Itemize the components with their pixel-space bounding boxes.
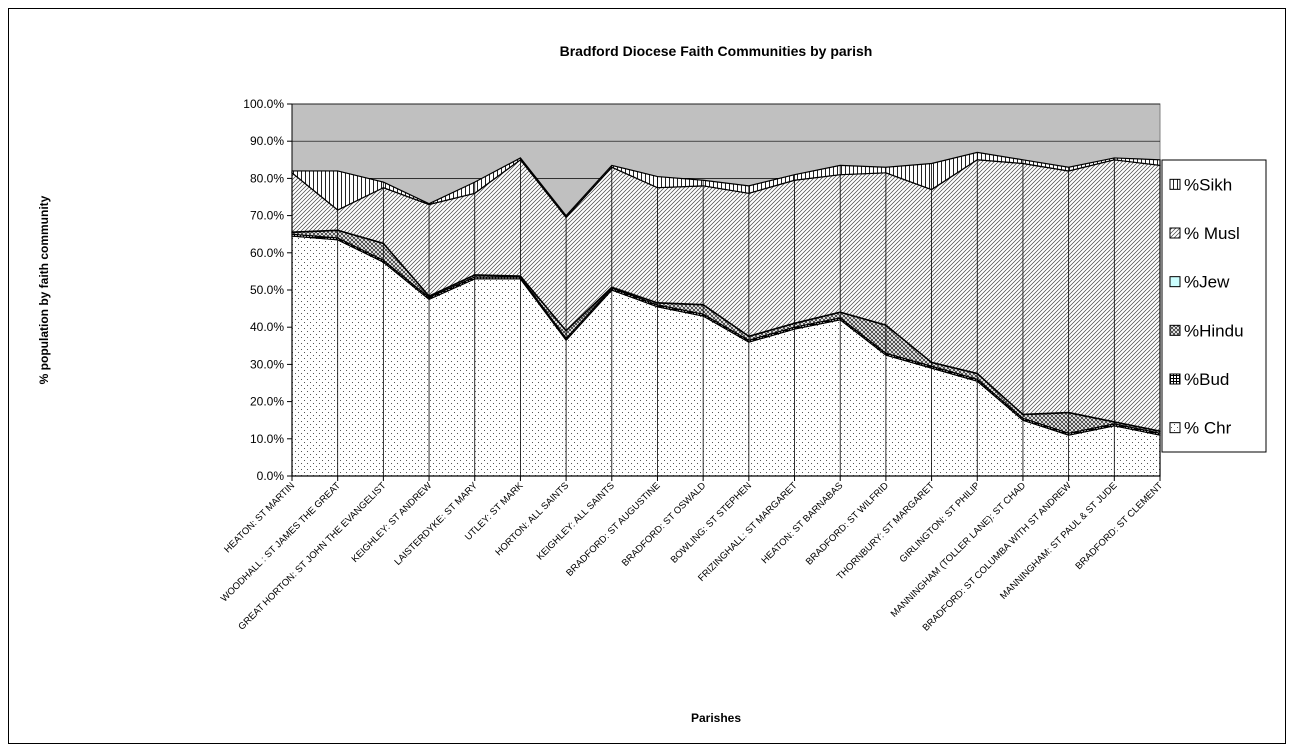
- y-tick-label: 80.0%: [250, 171, 284, 185]
- y-axis-title: % population by faith community: [37, 195, 51, 384]
- legend-label: %Sikh: [1184, 175, 1232, 194]
- legend-label: % Chr: [1184, 419, 1232, 438]
- y-tick-label: 0.0%: [257, 469, 285, 483]
- legend-swatch: [1169, 178, 1181, 190]
- legend-label: %Jew: [1184, 273, 1230, 292]
- legend-label: %Hindu: [1184, 321, 1244, 340]
- legend-box: [1161, 159, 1267, 453]
- y-tick-label: 10.0%: [250, 432, 284, 446]
- legend-label: %Bud: [1184, 370, 1229, 389]
- legend-label: % Musl: [1184, 224, 1240, 243]
- y-tick-label: 100.0%: [243, 97, 284, 111]
- legend-swatch: [1169, 373, 1181, 385]
- y-tick-label: 30.0%: [250, 357, 284, 371]
- legend-swatch: [1169, 276, 1181, 288]
- x-axis-title: Parishes: [691, 711, 741, 725]
- legend-swatch: [1169, 227, 1181, 239]
- legend-swatch: [1169, 422, 1181, 434]
- y-tick-label: 60.0%: [250, 246, 284, 260]
- y-tick-label: 70.0%: [250, 209, 284, 223]
- y-tick-label: 40.0%: [250, 320, 284, 334]
- legend-swatch: [1169, 324, 1181, 336]
- y-tick-label: 50.0%: [250, 283, 284, 297]
- y-tick-label: 20.0%: [250, 395, 284, 409]
- chart-title: Bradford Diocese Faith Communities by pa…: [560, 43, 873, 59]
- y-tick-label: 90.0%: [250, 134, 284, 148]
